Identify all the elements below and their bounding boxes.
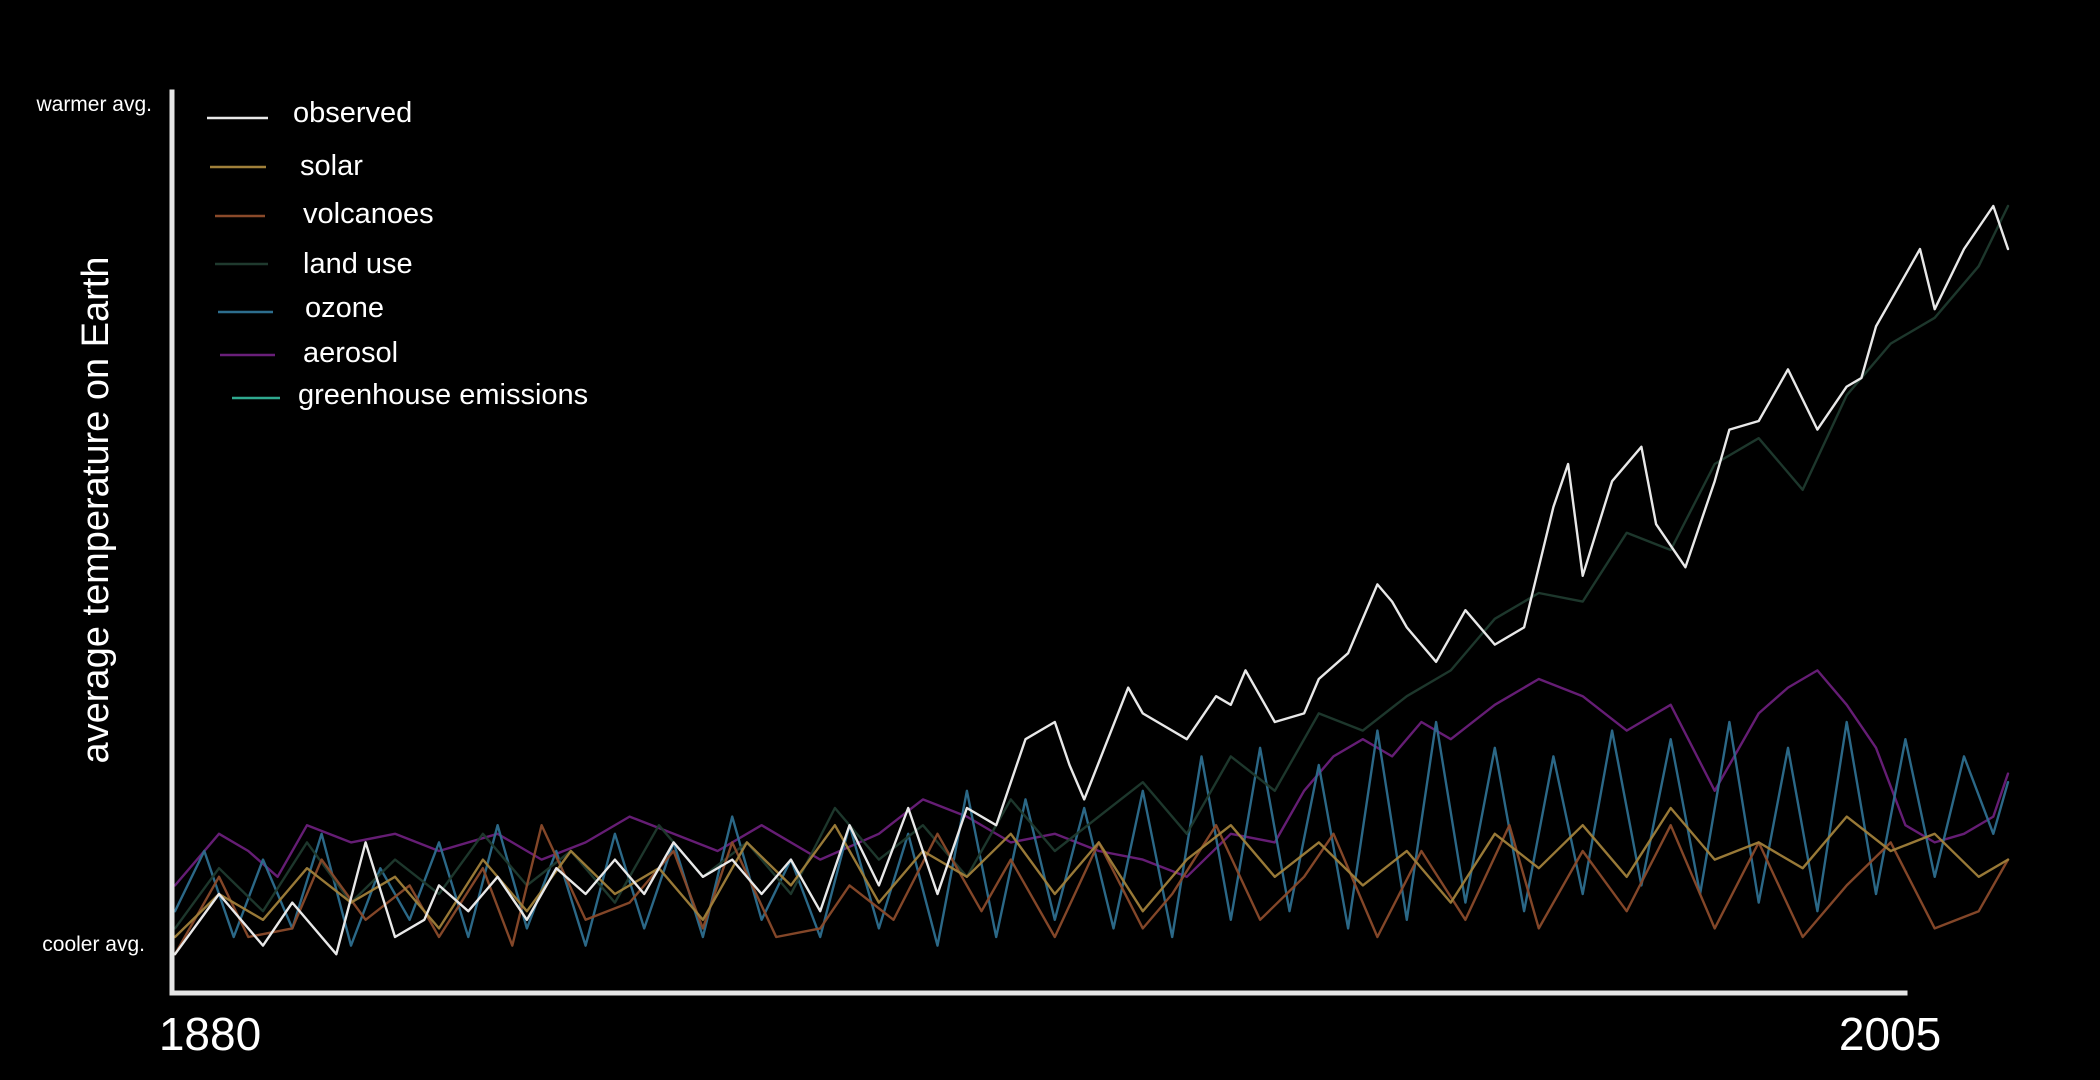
series-layer <box>173 204 2010 956</box>
series-line-land-use <box>173 204 2010 930</box>
series-line-aerosol <box>173 669 2010 887</box>
series-line-solar <box>173 806 2010 939</box>
series-line-volcanoes <box>173 824 2010 956</box>
legend-label-observed: observed <box>293 97 412 129</box>
y-top-label: warmer avg. <box>35 93 152 116</box>
legend-label-volcanoes: volcanoes <box>303 198 434 230</box>
y-axis-title: average temperature on Earth <box>75 257 117 764</box>
series-line-ozone <box>173 720 2010 947</box>
legend-label-solar: solar <box>300 150 363 182</box>
legend-label-greenhouse-emissions: greenhouse emissions <box>298 379 588 411</box>
legend-label-aerosol: aerosol <box>303 337 398 369</box>
x-tick-label-start: 1880 <box>159 1008 261 1060</box>
legend: observed solar volcanoes land use ozone aeros… <box>207 97 588 411</box>
y-bottom-label: cooler avg. <box>42 933 145 956</box>
legend-label-land-use: land use <box>303 248 413 280</box>
legend-label-ozone: ozone <box>305 292 384 324</box>
x-tick-label-end: 2005 <box>1839 1008 1941 1060</box>
series-line-observed <box>173 204 2010 956</box>
